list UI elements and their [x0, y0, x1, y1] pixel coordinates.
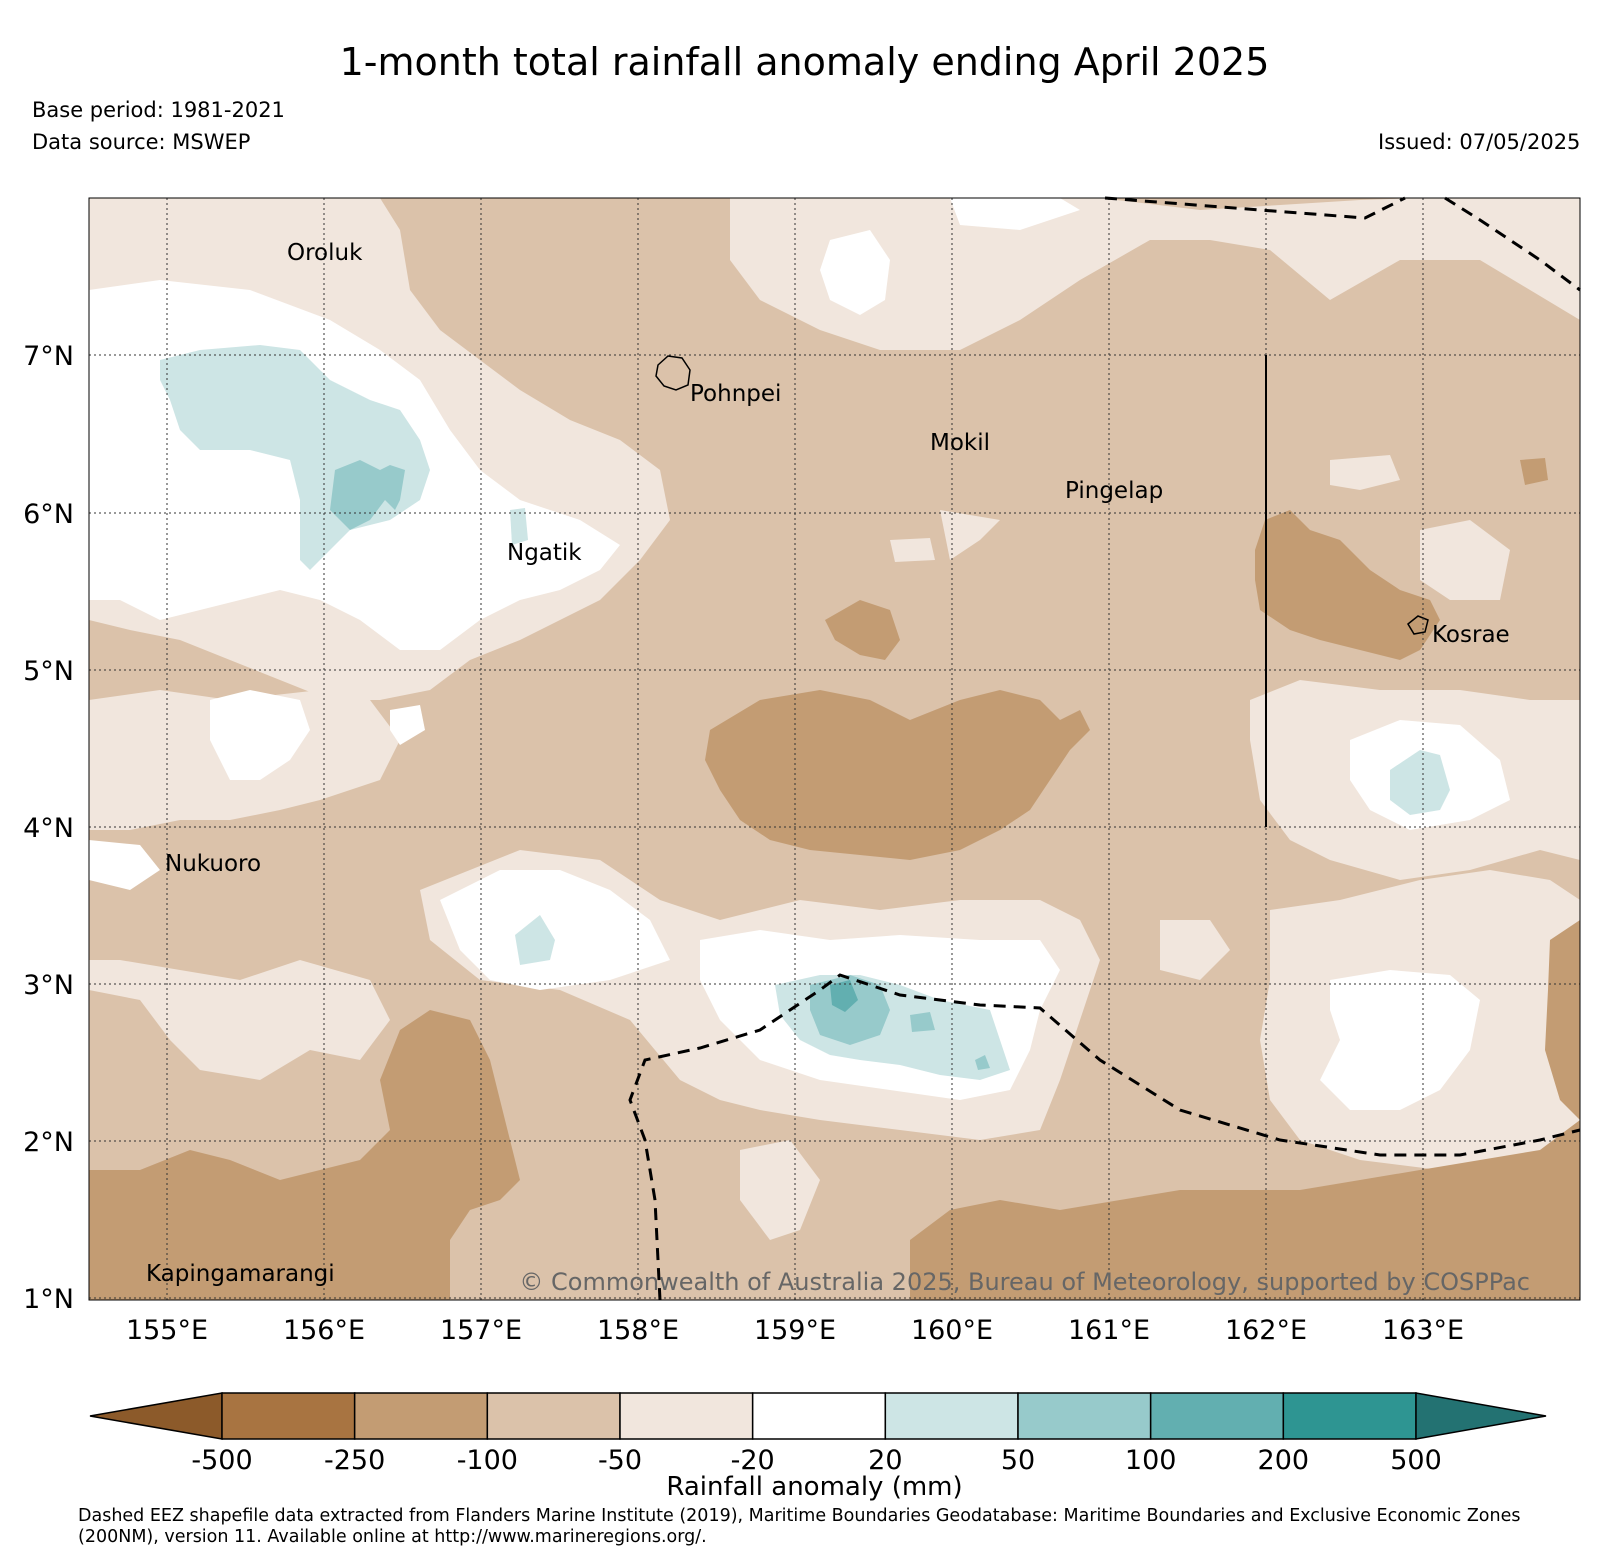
colorbar-tick-label: 100 — [1125, 1445, 1177, 1476]
lon-label: 158°E — [597, 1315, 679, 1346]
colorbar-extend-high — [1415, 1392, 1547, 1440]
contour-brown-east-islet — [1520, 458, 1548, 485]
contour-teal2-south — [810, 975, 890, 1045]
colorbar-tick-label: -50 — [598, 1445, 642, 1476]
contour-light-islet3 — [1160, 920, 1230, 980]
contour-teal-center — [515, 915, 555, 965]
contour-white-west2 — [390, 705, 425, 745]
lat-label: 3°N — [23, 970, 74, 1001]
contour-teal-east — [1390, 750, 1450, 815]
contour-brown-kosrae — [1255, 510, 1440, 660]
colorbar-segment — [884, 1392, 1019, 1440]
lat-label: 5°N — [23, 656, 74, 687]
contour-teal3-south — [830, 980, 858, 1012]
contour-fields — [89, 198, 1580, 1300]
colorbar-segment — [751, 1392, 887, 1440]
contour-light-islet — [940, 510, 1000, 560]
place-label-mokil: Mokil — [930, 430, 990, 456]
colorbar-title: Rainfall anomaly (mm) — [666, 1472, 963, 1502]
colorbar-segment — [221, 1392, 356, 1440]
colorbar-tick-label: -20 — [731, 1445, 775, 1476]
kosrae-island — [1407, 615, 1429, 635]
colorbar-segment — [619, 1392, 754, 1440]
contour-light-east-small — [1330, 455, 1400, 490]
lon-label: 161°E — [1068, 1315, 1150, 1346]
place-labels: Oroluk Pohnpei Mokil Pingelap Ngatik Kos… — [146, 240, 1510, 1287]
contour-brown-southwest — [89, 1010, 520, 1300]
contour-white-southeast — [1320, 970, 1480, 1110]
gridlines — [89, 198, 1580, 1300]
contour-white-west — [210, 690, 310, 780]
colorbar-segment — [1149, 1392, 1285, 1440]
eez-boundaries — [628, 196, 1581, 1301]
lon-label: 160°E — [911, 1315, 993, 1346]
colorbar-tick-label: -100 — [457, 1445, 518, 1476]
lon-label: 156°E — [283, 1315, 365, 1346]
contour-light-islet2 — [890, 538, 935, 562]
contour-teal2-northwest — [330, 460, 405, 530]
colorbar: -500 -250 -100 -50 -20 20 50 100 200 500 — [89, 1392, 1547, 1476]
base-period-label: Base period: 1981-2021 — [32, 98, 285, 122]
colorbar-segment — [1282, 1392, 1417, 1440]
colorbar-extend-low — [89, 1392, 223, 1440]
lat-label: 6°N — [23, 499, 74, 530]
contour-teal2-south-small2 — [975, 1055, 990, 1070]
place-label-kosrae: Kosrae — [1432, 622, 1510, 648]
lon-label: 157°E — [440, 1315, 522, 1346]
lon-label: 163°E — [1382, 1315, 1464, 1346]
plot-frame — [88, 197, 1581, 1301]
contour-light-northeast — [730, 198, 1580, 350]
colorbar-tick-label: -500 — [191, 1445, 252, 1476]
lat-label: 2°N — [23, 1127, 74, 1158]
lat-label: 1°N — [23, 1284, 74, 1315]
colorbar-segment — [353, 1392, 489, 1440]
contour-light-west-lower — [89, 960, 390, 1080]
place-label-pingelap: Pingelap — [1065, 478, 1163, 504]
islands — [655, 355, 1429, 635]
place-label-kapingamarangi: Kapingamarangi — [146, 1261, 335, 1287]
footer-note: Dashed EEZ shapefile data extracted from… — [78, 1506, 1521, 1547]
place-label-pohnpei: Pohnpei — [690, 381, 781, 407]
latitude-labels: 7°N 6°N 5°N 4°N 3°N 2°N 1°N — [23, 341, 74, 1315]
issued-date-label: Issued: 07/05/2025 — [1378, 130, 1581, 154]
contour-teal-ngatik — [510, 508, 528, 545]
place-label-ngatik: Ngatik — [507, 540, 582, 566]
contour-brown-center — [705, 690, 1090, 860]
colorbar-tick-label: 200 — [1258, 1445, 1310, 1476]
lat-label: 4°N — [23, 813, 74, 844]
place-label-oroluk: Oroluk — [287, 240, 363, 266]
lon-label: 155°E — [126, 1315, 208, 1346]
colorbar-tick-label: 50 — [1001, 1445, 1035, 1476]
lon-label: 162°E — [1225, 1315, 1307, 1346]
colorbar-tick-label: -250 — [324, 1445, 385, 1476]
contour-white-northeast — [820, 230, 890, 315]
contour-white-nukuoro — [89, 840, 160, 890]
colorbar-segment — [486, 1392, 621, 1440]
contour-white-north2 — [950, 198, 1080, 230]
contour-teal2-south-small — [910, 1012, 935, 1032]
lon-label: 159°E — [754, 1315, 836, 1346]
longitude-labels: 155°E 156°E 157°E 158°E 159°E 160°E 161°… — [126, 1315, 1464, 1346]
contour-light-east-mid — [1420, 520, 1510, 600]
contour-brown-east-edge — [1545, 920, 1580, 1120]
contour-brown-south — [910, 1120, 1580, 1300]
contour-light-lower — [740, 1140, 820, 1240]
map-title: 1-month total rainfall anomaly ending Ap… — [339, 40, 1270, 84]
contour-brown-islet — [825, 600, 900, 660]
lat-label: 7°N — [23, 341, 74, 372]
colorbar-tick-label: 20 — [868, 1445, 902, 1476]
copyright-text: © Commonwealth of Australia 2025, Bureau… — [519, 1268, 1530, 1296]
place-label-nukuoro: Nukuoro — [165, 851, 261, 877]
pohnpei-island — [655, 355, 691, 391]
colorbar-tick-label: 500 — [1390, 1445, 1442, 1476]
colorbar-segment — [1017, 1392, 1152, 1440]
contour-white-center — [440, 870, 670, 990]
data-source-label: Data source: MSWEP — [32, 130, 251, 154]
